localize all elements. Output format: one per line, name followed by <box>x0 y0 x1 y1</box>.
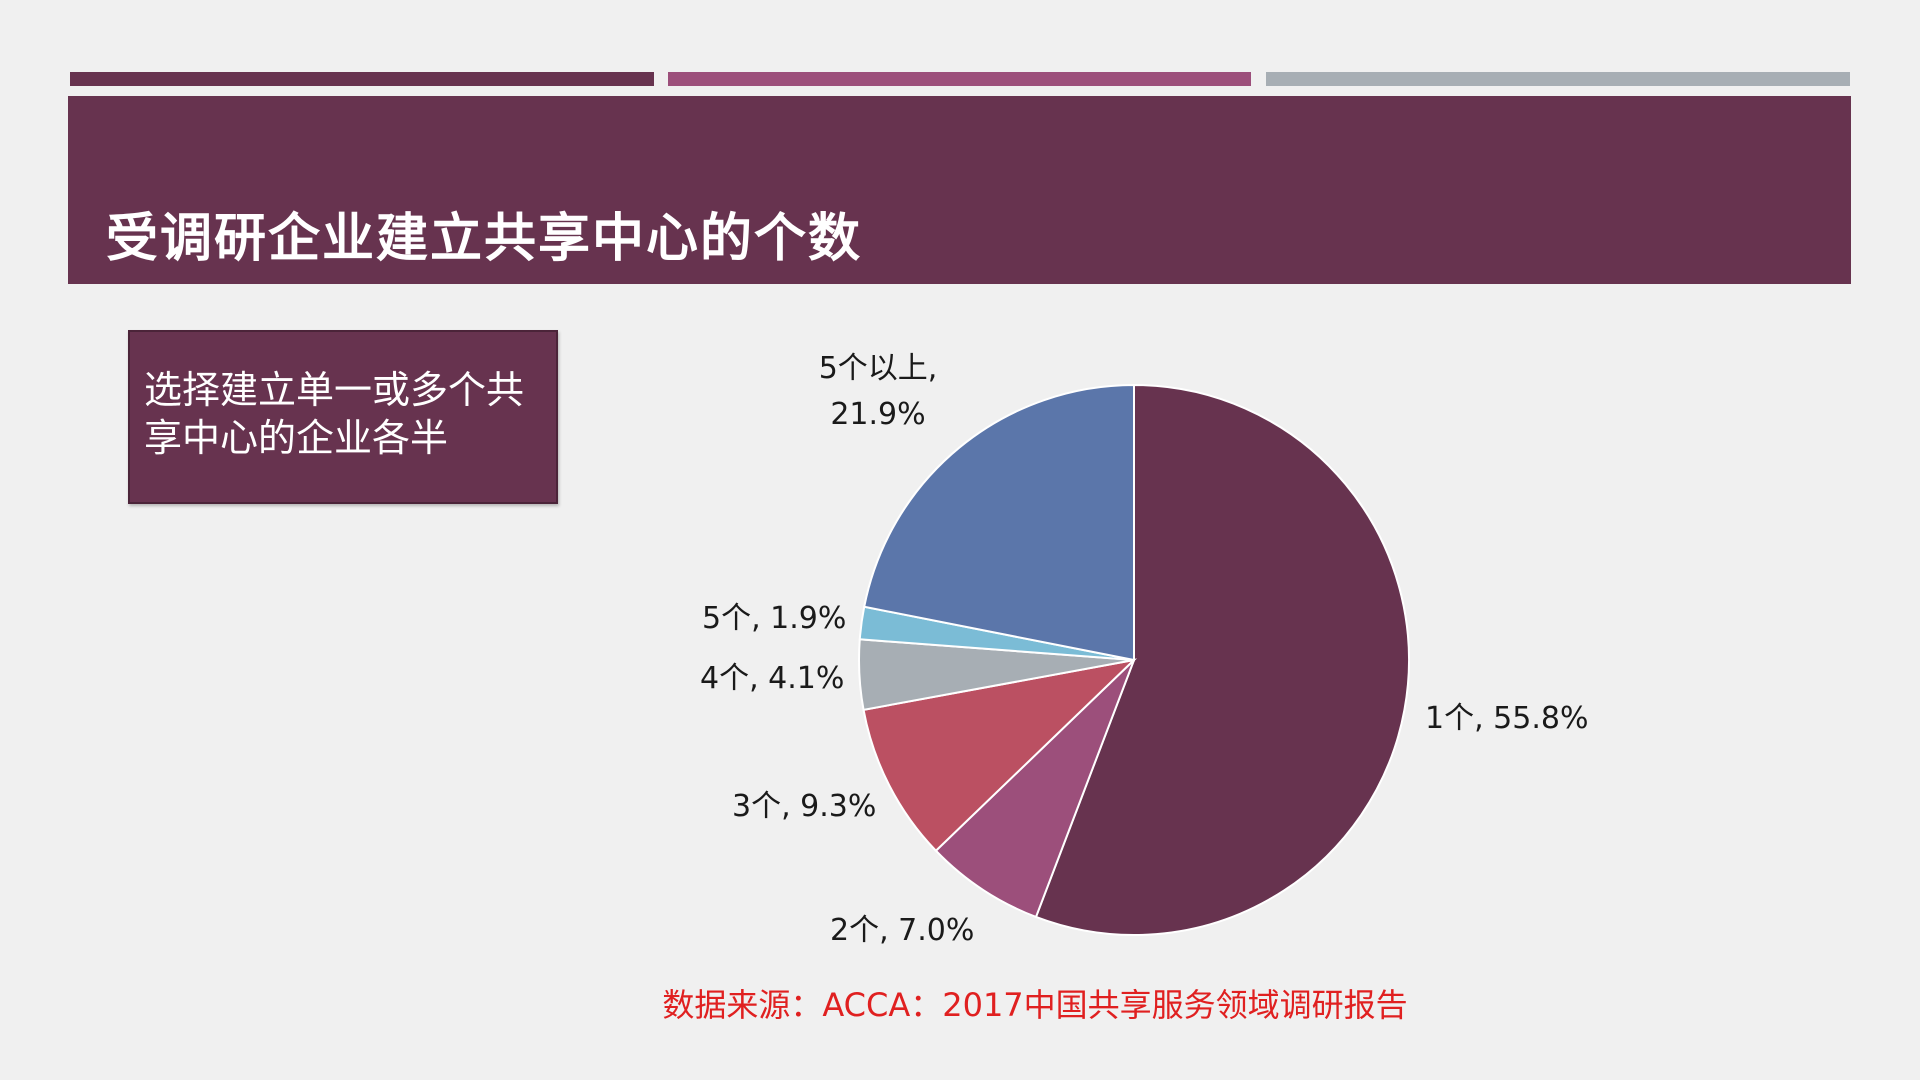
accent-bar-2 <box>668 72 1251 86</box>
pie-slice-3 <box>862 658 1138 853</box>
slice-label-3: 3个, 9.3% <box>732 789 876 824</box>
pie-slice-2 <box>934 659 1135 919</box>
accent-bar-1 <box>70 72 654 86</box>
callout-box: 选择建立单一或多个共享中心的企业各半 <box>128 330 558 504</box>
pie-slice-1 <box>1034 383 1410 936</box>
slide-title: 受调研企业建立共享中心的个数 <box>106 208 863 269</box>
accent-bar-3 <box>1266 72 1850 86</box>
slice-label-4: 4个, 4.1% <box>700 661 844 696</box>
title-band: 受调研企业建立共享中心的个数 <box>68 96 1851 284</box>
callout-text: 选择建立单一或多个共享中心的企业各半 <box>144 368 525 460</box>
slice-label-1: 1个, 55.8% <box>1425 701 1588 736</box>
source-note: 数据来源：ACCA：2017中国共享服务领域调研报告 <box>662 986 1408 1024</box>
slice-label-6: 5个以上, 21.9% <box>819 351 938 432</box>
slice-label-2: 2个, 7.0% <box>830 913 974 948</box>
pie-slice-6 <box>863 383 1135 662</box>
slice-label-5: 5个, 1.9% <box>702 601 846 636</box>
